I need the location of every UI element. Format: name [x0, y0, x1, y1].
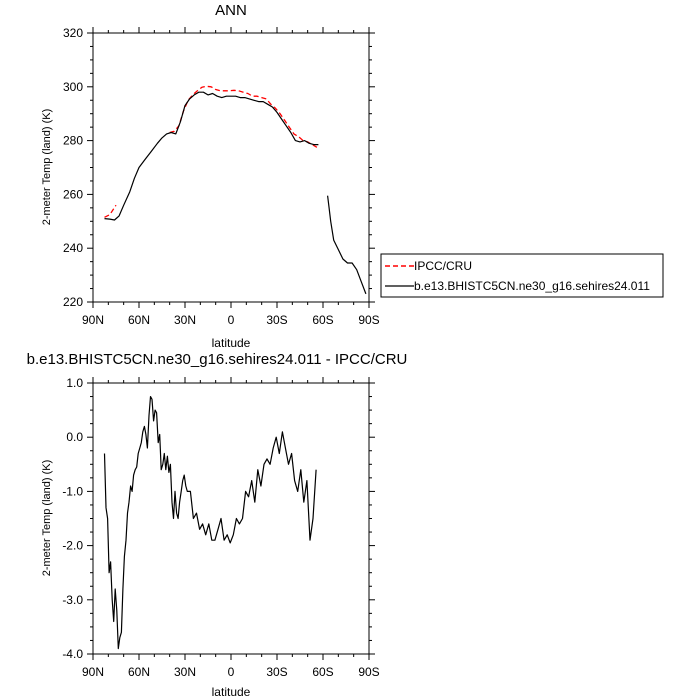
y-tick-label: -4.0 [62, 647, 83, 661]
y-tick-label: 240 [63, 241, 83, 255]
series-line-model [327, 195, 367, 295]
series-line-ipcc-cru [169, 85, 318, 148]
series-line-model [104, 91, 319, 221]
x-tick-label: 60S [312, 665, 333, 679]
x-axis-label: latitude [212, 336, 251, 350]
data-lines [103, 396, 317, 650]
y-tick-label: -2.0 [62, 539, 83, 553]
tick-labels: 90N 60N 30N 0 30S 60S 90S 220 240 260 280 300 320 [63, 26, 380, 327]
y-tick-label: 1.0 [66, 376, 83, 390]
y-tick-label: 300 [63, 80, 83, 94]
series-line-ipcc-cru [104, 204, 117, 218]
tick-labels: 90N 60N 30N 0 30S 60S 90S -4.0 -3.0 -2.0 -1.0 0.0 1.… [62, 376, 379, 679]
y-tick-label: 260 [63, 187, 83, 201]
x-tick-label: 30N [174, 313, 196, 327]
plot-frame [92, 382, 370, 655]
data-lines [104, 85, 367, 295]
x-tick-label: 90N [82, 665, 104, 679]
x-axis-label: latitude [212, 685, 251, 699]
y-tick-label: 0.0 [66, 430, 83, 444]
x-tick-label: 30S [266, 313, 287, 327]
series-line-model [103, 396, 317, 650]
x-tick-label: 90N [82, 313, 104, 327]
y-tick-label: -1.0 [62, 484, 83, 498]
y-tick-label: 220 [63, 295, 83, 309]
chart-title: ANN [215, 2, 247, 19]
x-tick-label: 60N [128, 665, 150, 679]
x-tick-label: 30S [266, 665, 287, 679]
y-tick-label: 280 [63, 134, 83, 148]
y-axis-label: 2-meter Temp (land) (K) [41, 109, 53, 226]
x-tick-label: 90S [358, 665, 379, 679]
x-tick-label: 30N [174, 665, 196, 679]
y-tick-label: 320 [63, 26, 83, 40]
legend: IPCC/CRU b.e13.BHISTC5CN.ne30_g16.sehire… [380, 253, 664, 298]
x-tick-label: 60N [128, 313, 150, 327]
temperature-chart: ANN 90N 60N 30N 0 30S 60S 90S 220 240 260 280 300 32… [41, 2, 380, 350]
y-axis-label: 2-meter Temp (land) (K) [41, 460, 53, 577]
y-tick-label: -3.0 [62, 593, 83, 607]
legend-label-model: b.e13.BHISTC5CN.ne30_g16.sehires24.011 [414, 279, 650, 293]
chart-title: b.e13.BHISTC5CN.ne30_g16.sehires24.011 -… [27, 351, 408, 368]
x-tick-label: 0 [228, 313, 235, 327]
tick-marks [87, 377, 375, 660]
x-tick-label: 0 [228, 665, 235, 679]
tick-marks [87, 27, 375, 308]
x-tick-label: 90S [358, 313, 379, 327]
plot-frame [92, 32, 370, 303]
legend-box [380, 253, 664, 298]
x-tick-label: 60S [312, 313, 333, 327]
legend-label-ipcc: IPCC/CRU [414, 259, 472, 273]
difference-chart: b.e13.BHISTC5CN.ne30_g16.sehires24.011 -… [27, 351, 408, 699]
